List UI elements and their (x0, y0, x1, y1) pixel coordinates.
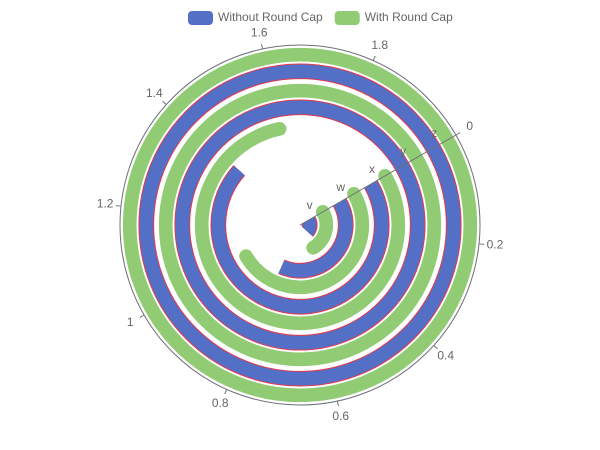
bar (194, 122, 406, 331)
angle-tick (261, 43, 264, 50)
radius-tick-label: z (431, 126, 437, 140)
angle-tick-label: 1 (127, 315, 134, 329)
radius-tick-label: w (335, 180, 345, 194)
bar (211, 165, 389, 314)
angle-tick (478, 243, 485, 245)
angle-tick (115, 205, 122, 207)
angle-tick (455, 132, 461, 136)
angle-tick-label: 0.2 (487, 238, 504, 252)
legend-swatch[interactable] (334, 11, 360, 25)
bar (278, 198, 353, 278)
angle-tick (139, 314, 145, 318)
angle-tick-label: 0 (466, 119, 473, 133)
angle-tick (224, 389, 228, 395)
bar (139, 64, 461, 386)
angle-tick-label: 0.6 (332, 409, 349, 423)
angle-tick (336, 400, 339, 407)
angle-tick (433, 345, 438, 350)
angle-tick-label: 0.8 (212, 396, 229, 410)
bar (158, 83, 442, 367)
angle-tick-label: 0.4 (437, 348, 454, 362)
radius-tick-label: y (400, 144, 406, 158)
radius-axis-line (299, 134, 457, 226)
angle-tick (372, 55, 376, 61)
bar (301, 216, 317, 237)
angle-axis-line (119, 44, 481, 406)
angle-tick-label: 1.6 (251, 25, 268, 39)
radius-tick-label: v (307, 198, 313, 212)
legend-label[interactable]: Without Round Cap (218, 10, 323, 24)
legend-label[interactable]: With Round Cap (365, 10, 453, 24)
angle-tick-label: 1.2 (97, 197, 114, 211)
bar (306, 205, 334, 255)
bar (175, 100, 425, 350)
angle-tick-label: 1.8 (371, 38, 388, 52)
radius-tick-label: x (369, 162, 375, 176)
bar (122, 47, 478, 403)
angle-tick-label: 1.4 (146, 86, 163, 100)
bar (239, 187, 370, 295)
legend-swatch[interactable] (188, 11, 213, 25)
angle-tick (162, 100, 167, 105)
